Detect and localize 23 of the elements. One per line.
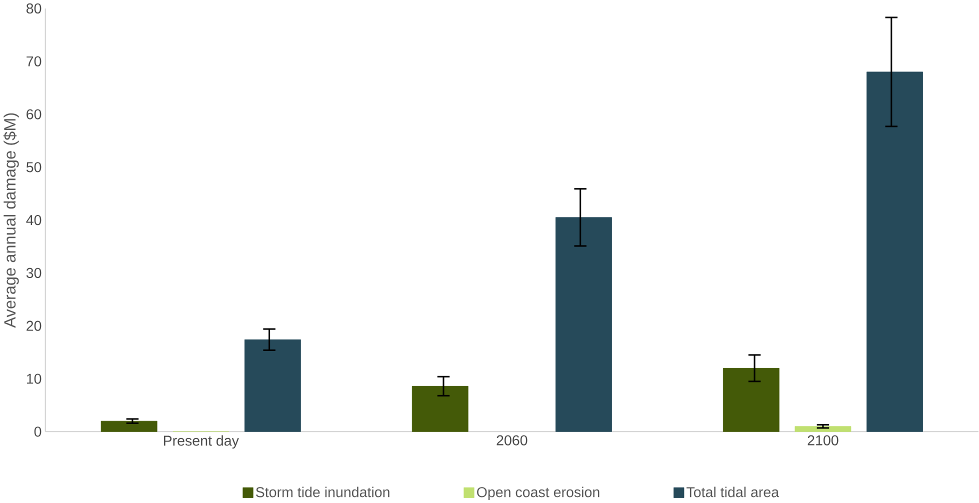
y-tick-label: 40 <box>26 215 42 226</box>
y-tick-label: 80 <box>26 4 42 14</box>
y-tick-label: 60 <box>26 109 42 120</box>
y-tick-label: 50 <box>26 162 42 172</box>
y-tick-label: 30 <box>26 268 42 278</box>
bar <box>722 368 780 432</box>
y-tick-label: 70 <box>26 56 42 67</box>
x-tick-label: 2100 <box>808 435 838 446</box>
bar <box>794 426 852 432</box>
legend-label: Open coast erosion <box>477 486 600 500</box>
bar <box>866 72 923 432</box>
x-tick-label: Present day <box>164 435 239 449</box>
bar <box>412 386 468 432</box>
legend-label: Total tidal area <box>686 486 780 498</box>
bar <box>556 217 612 432</box>
legend-label: Storm tide inundation <box>256 486 390 498</box>
y-tick-label: 20 <box>26 320 42 332</box>
y-tick-label: 10 <box>26 374 42 384</box>
bar <box>244 340 301 432</box>
x-tick-label: 2060 <box>496 435 528 446</box>
y-axis-title: Average annual damage ($M) <box>3 113 19 328</box>
y-tick-label: 0 <box>34 426 42 437</box>
bar <box>100 421 158 432</box>
